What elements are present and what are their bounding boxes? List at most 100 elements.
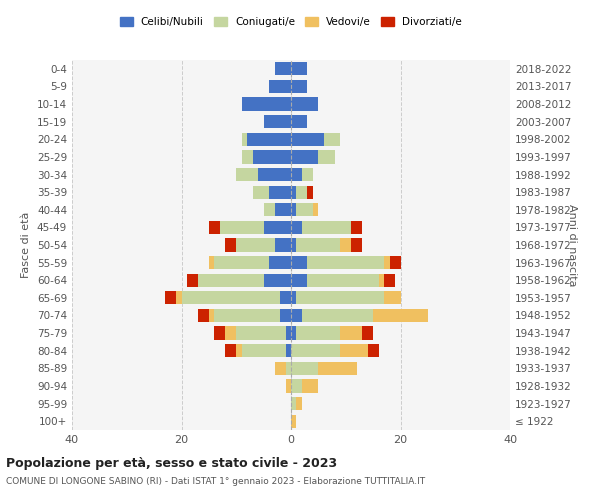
Bar xyxy=(176,291,182,304)
Bar xyxy=(253,186,269,198)
Bar xyxy=(291,309,302,322)
Bar xyxy=(307,274,379,287)
Y-axis label: Anni di nascita: Anni di nascita xyxy=(567,204,577,286)
Bar xyxy=(340,326,362,340)
Bar xyxy=(384,256,389,269)
Bar xyxy=(291,380,302,392)
Bar xyxy=(296,397,302,410)
Bar xyxy=(286,326,291,340)
Bar xyxy=(242,344,286,358)
Bar xyxy=(296,291,384,304)
Bar xyxy=(242,150,253,164)
Bar xyxy=(291,362,319,375)
Bar xyxy=(291,98,319,110)
Bar xyxy=(340,238,351,252)
Bar xyxy=(275,62,291,76)
Bar xyxy=(313,203,319,216)
Bar xyxy=(296,326,340,340)
Bar xyxy=(291,203,296,216)
Legend: Celibi/Nubili, Coniugati/e, Vedovi/e, Divorziati/e: Celibi/Nubili, Coniugati/e, Vedovi/e, Di… xyxy=(120,17,462,28)
Bar xyxy=(209,256,214,269)
Bar xyxy=(280,291,291,304)
Bar xyxy=(275,238,291,252)
Bar xyxy=(291,291,296,304)
Bar xyxy=(340,344,368,358)
Bar xyxy=(296,186,307,198)
Bar xyxy=(187,274,198,287)
Bar xyxy=(247,132,291,146)
Bar xyxy=(302,221,351,234)
Bar xyxy=(263,274,291,287)
Bar xyxy=(226,344,236,358)
Bar xyxy=(198,309,209,322)
Bar xyxy=(296,238,340,252)
Bar xyxy=(286,344,291,358)
Bar xyxy=(269,80,291,93)
Bar xyxy=(209,221,220,234)
Bar xyxy=(291,168,302,181)
Bar xyxy=(214,309,280,322)
Bar xyxy=(275,203,291,216)
Bar xyxy=(291,132,324,146)
Bar xyxy=(291,256,307,269)
Bar xyxy=(226,326,236,340)
Bar xyxy=(236,344,242,358)
Bar xyxy=(307,186,313,198)
Bar xyxy=(291,274,307,287)
Bar xyxy=(291,238,296,252)
Bar xyxy=(379,274,384,287)
Bar xyxy=(209,309,214,322)
Bar xyxy=(307,256,384,269)
Bar xyxy=(263,221,291,234)
Text: Popolazione per età, sesso e stato civile - 2023: Popolazione per età, sesso e stato civil… xyxy=(6,458,337,470)
Bar xyxy=(291,221,302,234)
Bar xyxy=(198,274,263,287)
Bar xyxy=(351,238,362,252)
Bar xyxy=(368,344,379,358)
Bar xyxy=(291,186,296,198)
Bar xyxy=(269,256,291,269)
Bar xyxy=(242,98,291,110)
Bar xyxy=(236,326,286,340)
Bar xyxy=(182,291,280,304)
Bar xyxy=(319,362,356,375)
Bar xyxy=(291,397,296,410)
Bar xyxy=(296,203,313,216)
Bar xyxy=(275,362,286,375)
Bar xyxy=(384,291,401,304)
Bar xyxy=(242,132,247,146)
Bar xyxy=(286,362,291,375)
Bar xyxy=(319,150,335,164)
Bar xyxy=(214,256,269,269)
Bar xyxy=(324,132,340,146)
Bar xyxy=(351,221,362,234)
Bar xyxy=(226,238,236,252)
Bar xyxy=(291,414,296,428)
Bar xyxy=(291,150,319,164)
Bar xyxy=(220,221,263,234)
Bar xyxy=(263,203,275,216)
Bar xyxy=(302,168,313,181)
Y-axis label: Fasce di età: Fasce di età xyxy=(22,212,31,278)
Bar xyxy=(165,291,176,304)
Text: COMUNE DI LONGONE SABINO (RI) - Dati ISTAT 1° gennaio 2023 - Elaborazione TUTTIT: COMUNE DI LONGONE SABINO (RI) - Dati IST… xyxy=(6,478,425,486)
Bar xyxy=(236,168,258,181)
Bar xyxy=(263,115,291,128)
Bar xyxy=(258,168,291,181)
Bar xyxy=(286,380,291,392)
Bar xyxy=(253,150,291,164)
Bar xyxy=(214,326,226,340)
Bar xyxy=(291,62,307,76)
Bar xyxy=(389,256,401,269)
Bar xyxy=(291,115,307,128)
Bar xyxy=(291,344,340,358)
Bar xyxy=(280,309,291,322)
Bar xyxy=(302,309,373,322)
Bar xyxy=(302,380,319,392)
Bar xyxy=(362,326,373,340)
Bar xyxy=(269,186,291,198)
Bar xyxy=(236,238,275,252)
Bar xyxy=(384,274,395,287)
Bar xyxy=(373,309,428,322)
Bar xyxy=(291,326,296,340)
